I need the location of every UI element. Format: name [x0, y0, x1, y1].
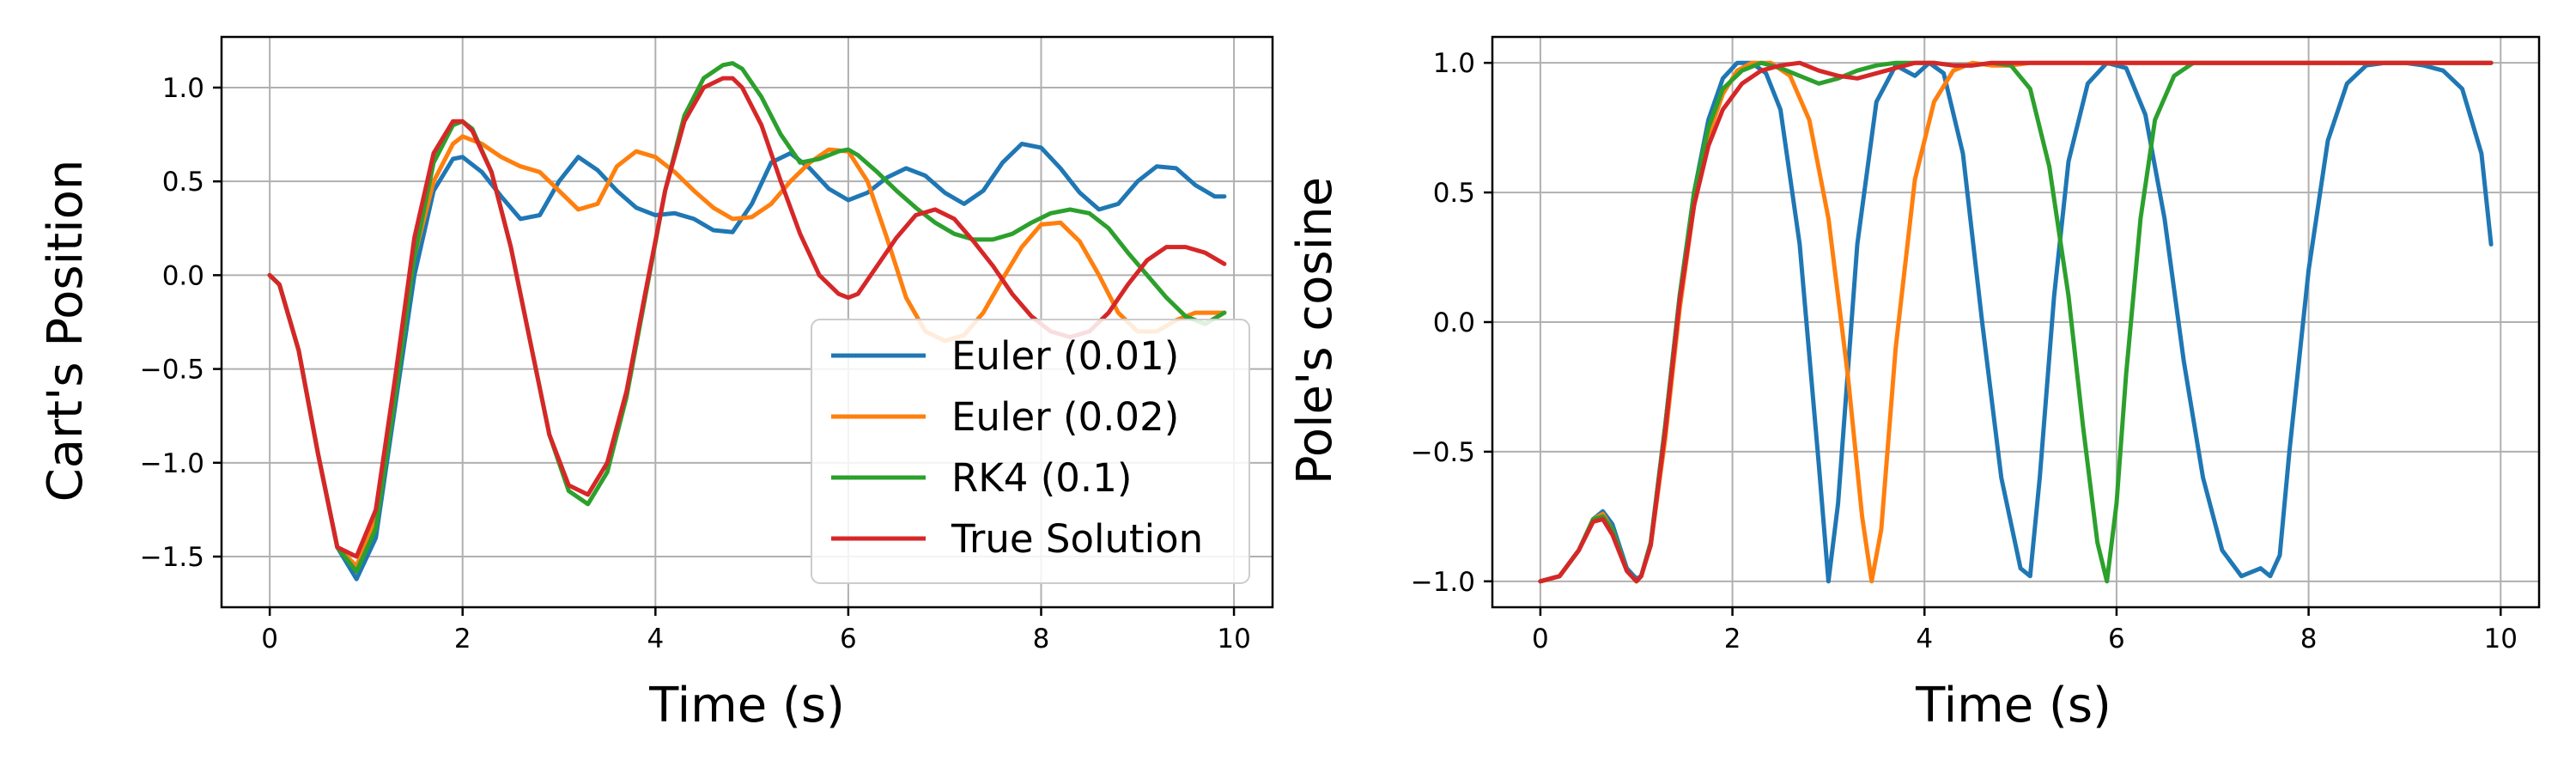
- pole-cosine-x-tick-label: 8: [2300, 624, 2318, 654]
- cart-position-y-tick-label: −0.5: [140, 355, 204, 386]
- pole-cosine-panel: 0 2 4 6 8 10 1.0 0.5 0.0 −0.5 −1.0: [1411, 35, 2541, 654]
- pole-cosine-y-tick-label: 0.5: [1433, 178, 1475, 209]
- legend-label-euler-002: Euler (0.02): [951, 394, 1179, 440]
- pole-cosine-x-tick-label: 0: [1532, 624, 1549, 654]
- cart-position-y-tick-label: 1.0: [162, 73, 204, 104]
- legend-frame: [811, 319, 1250, 584]
- cart-position-y-tick-label: 0.0: [162, 260, 204, 291]
- cart-position-series-rk4-0-1: [267, 61, 1227, 574]
- cart-position-axes-frame: [220, 35, 1274, 609]
- legend-label-true-solution: True Solution: [951, 516, 1203, 562]
- pole-cosine-y-tick-label: −0.5: [1411, 437, 1475, 468]
- pole-cosine-x-tick-label: 4: [1916, 624, 1933, 654]
- cart-position-y-tick-label: −1.0: [140, 448, 204, 479]
- pole-cosine-x-tick-label: 10: [2484, 624, 2518, 654]
- pole-cosine-series-group: [1538, 60, 2494, 584]
- cart-position-y-tick-label: 0.5: [162, 167, 204, 198]
- pole-cosine-x-tick-label: 6: [2108, 624, 2125, 654]
- cart-position-x-tick-label: 4: [647, 624, 664, 654]
- cart-position-x-tick-label: 8: [1033, 624, 1050, 654]
- cart-position-x-tick-label: 10: [1217, 624, 1250, 654]
- legend: Euler (0.01) Euler (0.02) RK4 (0.1) True…: [811, 319, 1250, 584]
- cart-position-x-axis-label: Time (s): [648, 678, 845, 733]
- legend-label-euler-001: Euler (0.01): [951, 333, 1179, 379]
- cart-position-x-tick-label: 0: [261, 624, 278, 654]
- legend-label-rk4: RK4 (0.1): [951, 455, 1132, 501]
- pole-cosine-y-tick-label: 0.0: [1433, 307, 1475, 338]
- pole-cosine-y-tick-label: −1.0: [1411, 567, 1475, 598]
- pole-cosine-y-axis-label: Pole's cosine: [1287, 177, 1343, 484]
- pole-cosine-x-axis-label: Time (s): [1915, 678, 2111, 733]
- cart-position-x-tick-label: 6: [840, 624, 857, 654]
- cart-position-y-tick-label: −1.5: [140, 542, 204, 573]
- pole-cosine-x-tick-label: 2: [1724, 624, 1741, 654]
- cart-position-y-axis-label: Cart's Position: [38, 160, 94, 502]
- pole-cosine-series-true-solution: [1538, 60, 2494, 584]
- pole-cosine-y-tick-label: 1.0: [1433, 48, 1475, 79]
- cart-position-x-tick-label: 2: [454, 624, 471, 654]
